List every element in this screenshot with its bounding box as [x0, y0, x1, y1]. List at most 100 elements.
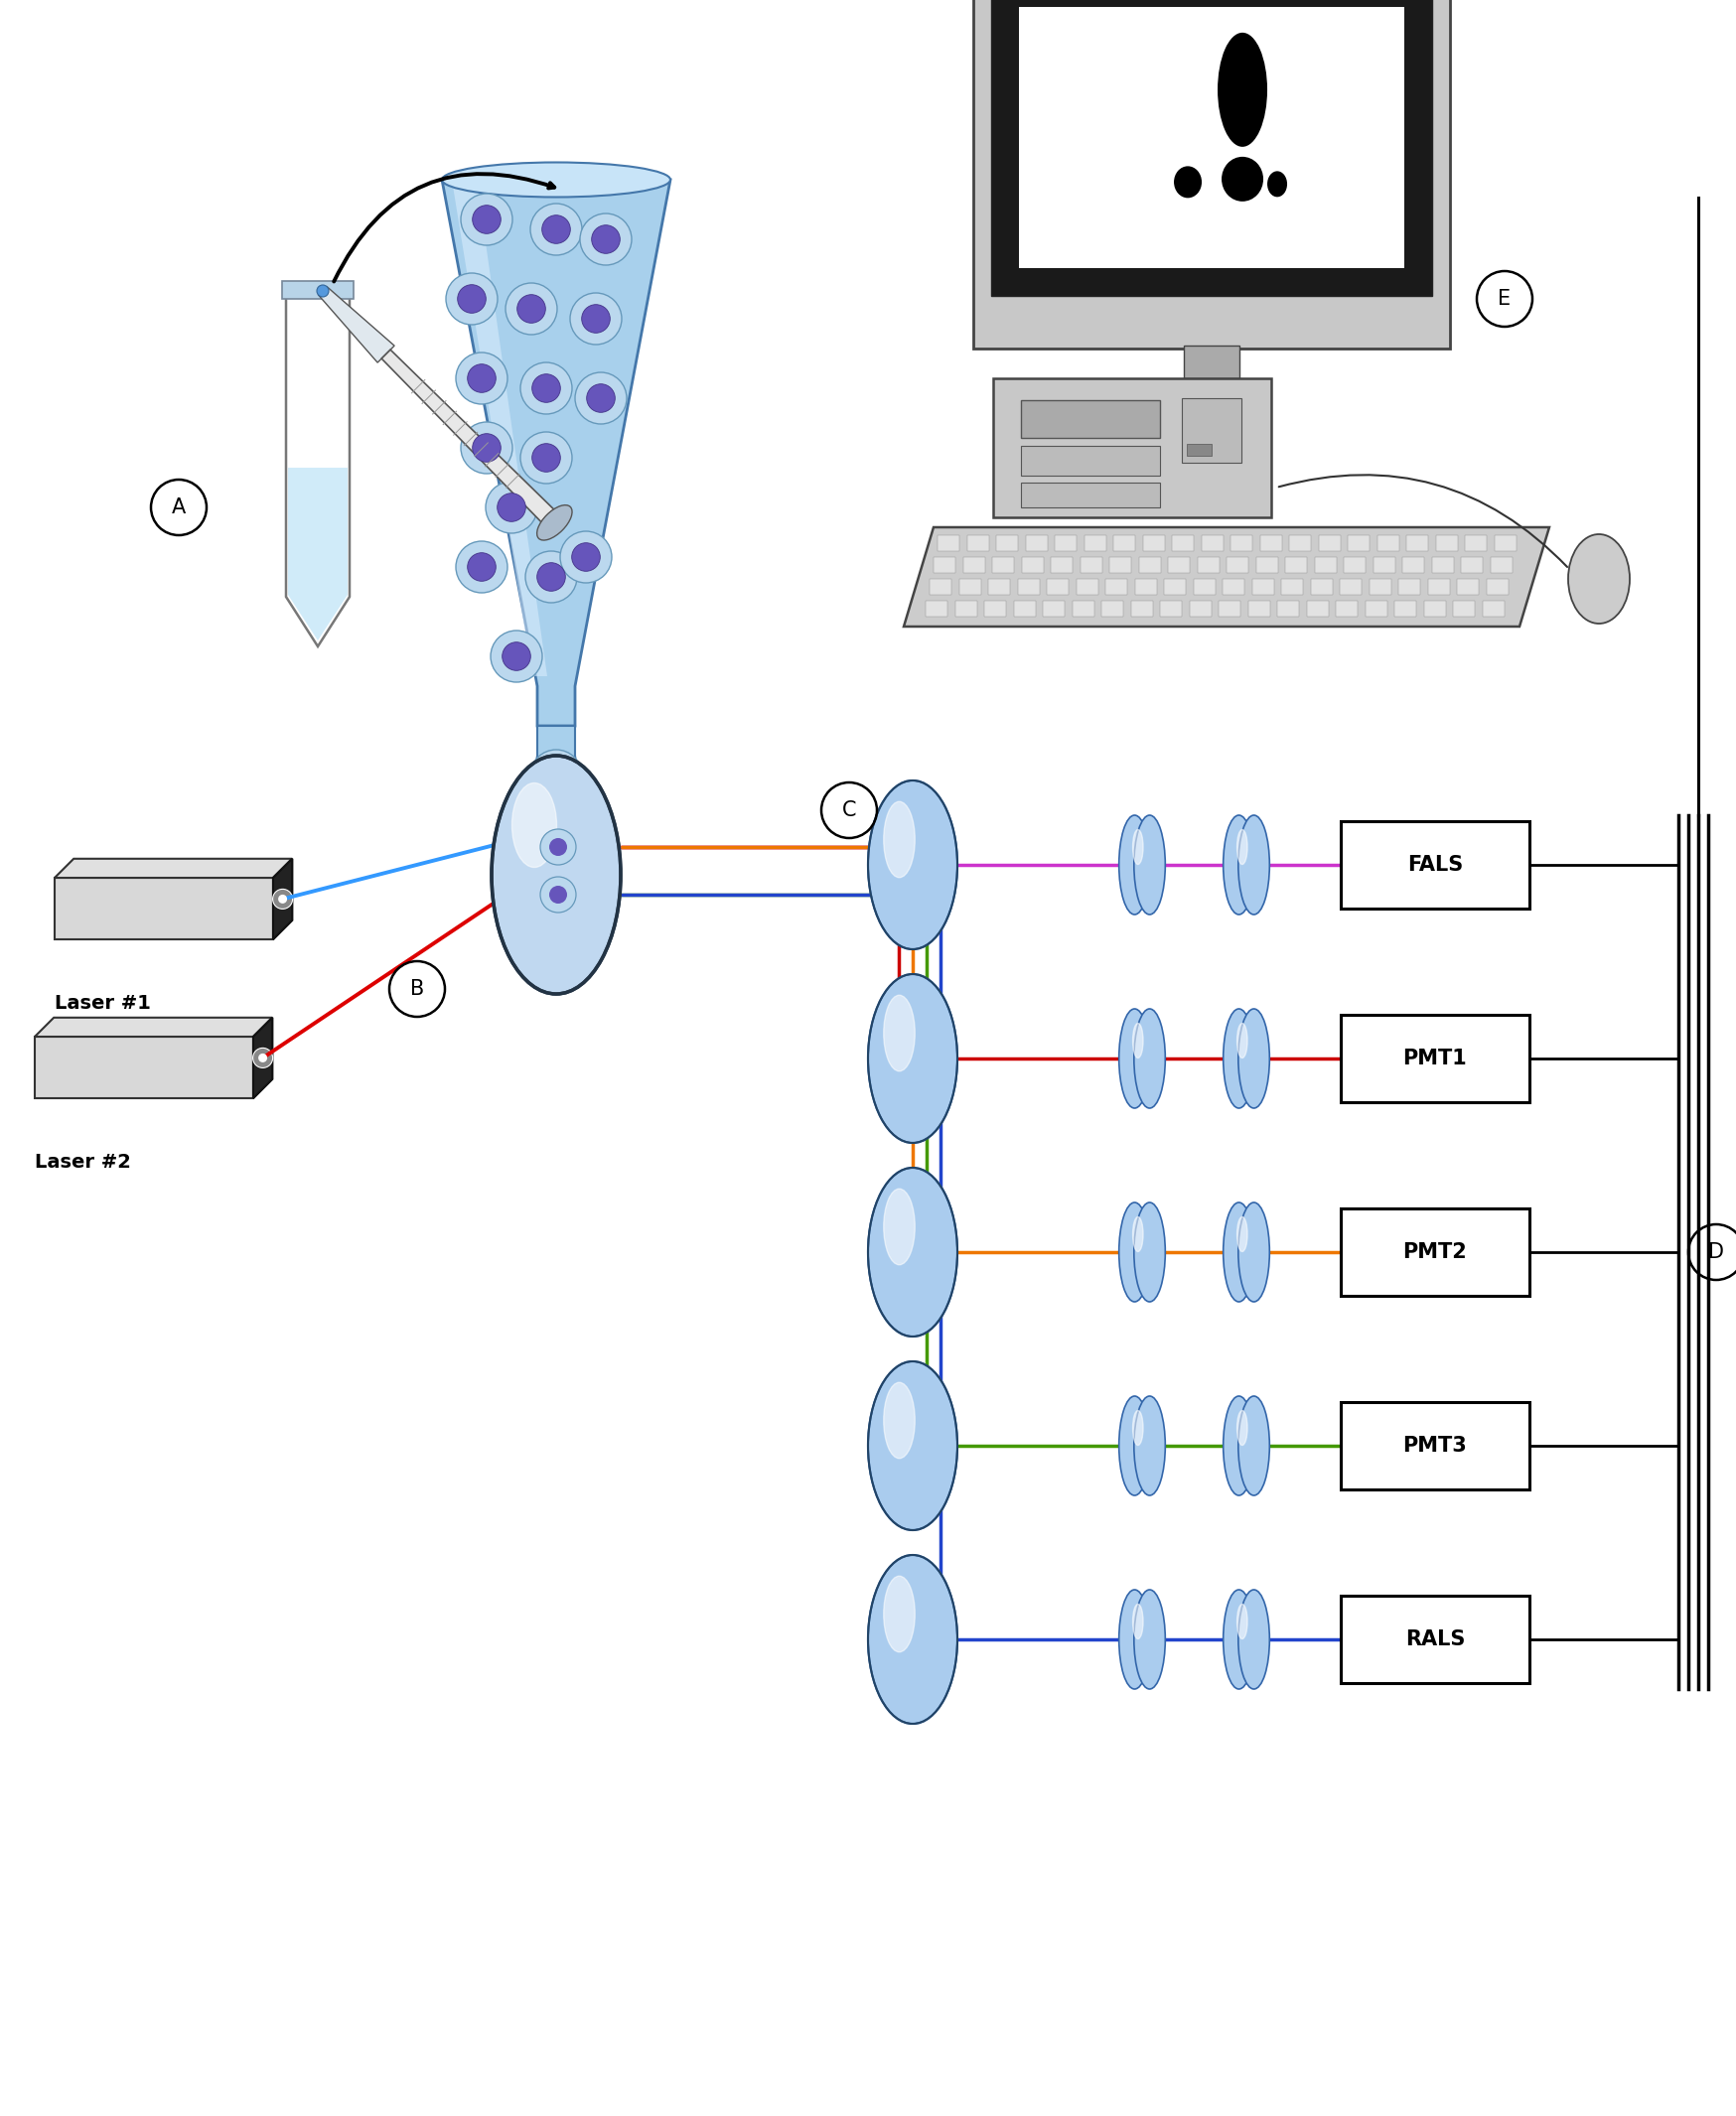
Circle shape — [486, 482, 536, 533]
Bar — [1201, 535, 1224, 550]
Bar — [1318, 535, 1340, 550]
Ellipse shape — [1132, 1217, 1142, 1253]
Polygon shape — [273, 859, 292, 940]
Bar — [1377, 535, 1399, 550]
Circle shape — [278, 895, 286, 904]
Bar — [1489, 557, 1512, 573]
Bar — [1160, 601, 1182, 616]
Bar — [1373, 557, 1394, 573]
Bar — [1370, 580, 1391, 595]
Bar — [1278, 601, 1299, 616]
Bar — [1457, 580, 1479, 595]
Bar — [1055, 535, 1076, 550]
Bar — [54, 878, 273, 940]
Circle shape — [549, 887, 568, 904]
Circle shape — [542, 216, 571, 243]
Bar — [1403, 557, 1424, 573]
Ellipse shape — [868, 781, 957, 950]
Ellipse shape — [1132, 829, 1142, 863]
Circle shape — [460, 195, 512, 245]
Bar — [991, 0, 1432, 296]
Bar — [958, 580, 981, 595]
Text: E: E — [1498, 290, 1510, 309]
Bar — [281, 281, 354, 298]
Bar — [1436, 535, 1458, 550]
Bar — [1252, 580, 1274, 595]
Bar — [35, 1037, 253, 1098]
Bar — [1135, 580, 1156, 595]
Polygon shape — [318, 288, 394, 362]
Bar — [1314, 557, 1337, 573]
Circle shape — [472, 205, 502, 233]
Ellipse shape — [536, 506, 573, 540]
Circle shape — [536, 563, 566, 590]
Bar — [1021, 557, 1043, 573]
Ellipse shape — [884, 1189, 915, 1265]
Ellipse shape — [1224, 1397, 1255, 1496]
Ellipse shape — [443, 163, 670, 197]
Text: C: C — [842, 800, 856, 821]
Text: Laser #2: Laser #2 — [35, 1153, 130, 1172]
Bar — [1344, 557, 1366, 573]
Circle shape — [540, 876, 576, 912]
Bar — [1486, 580, 1509, 595]
Bar — [974, 0, 1450, 349]
Bar — [993, 379, 1271, 516]
Bar — [1340, 580, 1361, 595]
Bar — [955, 601, 977, 616]
Ellipse shape — [316, 286, 328, 296]
Text: D: D — [1708, 1242, 1724, 1261]
Ellipse shape — [1120, 1202, 1151, 1301]
Ellipse shape — [884, 1576, 915, 1653]
Bar — [1335, 601, 1358, 616]
Bar — [1184, 345, 1240, 379]
Ellipse shape — [1134, 1009, 1165, 1109]
Bar — [1182, 398, 1241, 463]
Circle shape — [273, 889, 293, 910]
Polygon shape — [288, 468, 347, 641]
FancyBboxPatch shape — [1340, 1016, 1529, 1102]
Bar — [1222, 580, 1245, 595]
Circle shape — [502, 641, 531, 671]
Ellipse shape — [1224, 1009, 1255, 1109]
Polygon shape — [904, 527, 1549, 626]
FancyBboxPatch shape — [1340, 821, 1529, 908]
Text: Laser #1: Laser #1 — [54, 995, 151, 1014]
Circle shape — [467, 552, 496, 582]
Ellipse shape — [1238, 1009, 1269, 1109]
Bar — [934, 557, 955, 573]
Bar — [1495, 535, 1516, 550]
Ellipse shape — [1238, 829, 1248, 863]
Ellipse shape — [512, 783, 557, 868]
Bar — [1130, 601, 1153, 616]
Circle shape — [587, 383, 615, 413]
Circle shape — [529, 203, 582, 256]
Bar — [1483, 601, 1503, 616]
Circle shape — [540, 829, 576, 865]
Bar — [1019, 6, 1404, 269]
Bar — [1113, 535, 1135, 550]
Bar — [1163, 580, 1186, 595]
Ellipse shape — [1568, 533, 1630, 624]
Text: PMT3: PMT3 — [1403, 1437, 1467, 1456]
Circle shape — [472, 434, 502, 461]
Circle shape — [253, 1047, 273, 1069]
Polygon shape — [443, 180, 670, 726]
Circle shape — [549, 838, 568, 857]
Circle shape — [458, 286, 486, 313]
Bar — [1307, 601, 1328, 616]
Bar — [1050, 557, 1073, 573]
Ellipse shape — [1132, 1604, 1142, 1640]
Ellipse shape — [526, 840, 587, 910]
Bar — [1364, 601, 1387, 616]
Ellipse shape — [1134, 1202, 1165, 1301]
Bar — [925, 601, 948, 616]
Bar — [1021, 482, 1160, 508]
Bar — [1347, 535, 1370, 550]
Bar — [1109, 557, 1132, 573]
Circle shape — [457, 542, 507, 592]
Bar — [1255, 557, 1278, 573]
Text: PMT1: PMT1 — [1403, 1050, 1467, 1069]
Bar — [1026, 535, 1047, 550]
Bar — [1187, 444, 1212, 455]
